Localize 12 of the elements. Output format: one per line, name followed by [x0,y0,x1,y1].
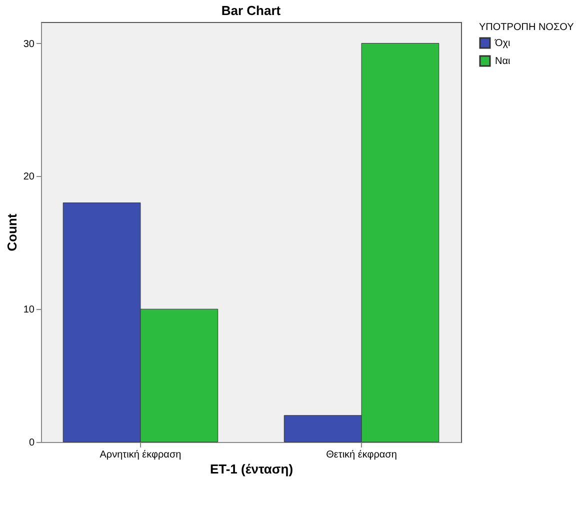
y-tick-label: 0 [28,438,35,448]
y-axis-title: Count [4,213,20,252]
chart-title: Bar Chart [221,3,282,18]
x-tick-label: Αρνητική έκφραση [100,450,182,460]
legend-label: Ναι [495,56,510,67]
x-axis-title: ΕΤ-1 (ένταση) [210,462,294,476]
x-tick-label: Θετική έκφραση [326,450,397,460]
legend-label: Όχι [494,38,510,49]
y-tick-label: 10 [23,304,35,316]
y-tick-label: 20 [23,172,35,183]
legend-title: ΥΠΟΤΡΟΠΗ ΝΟΣΟΥ [479,22,574,33]
y-tick-label: 30 [23,38,35,50]
